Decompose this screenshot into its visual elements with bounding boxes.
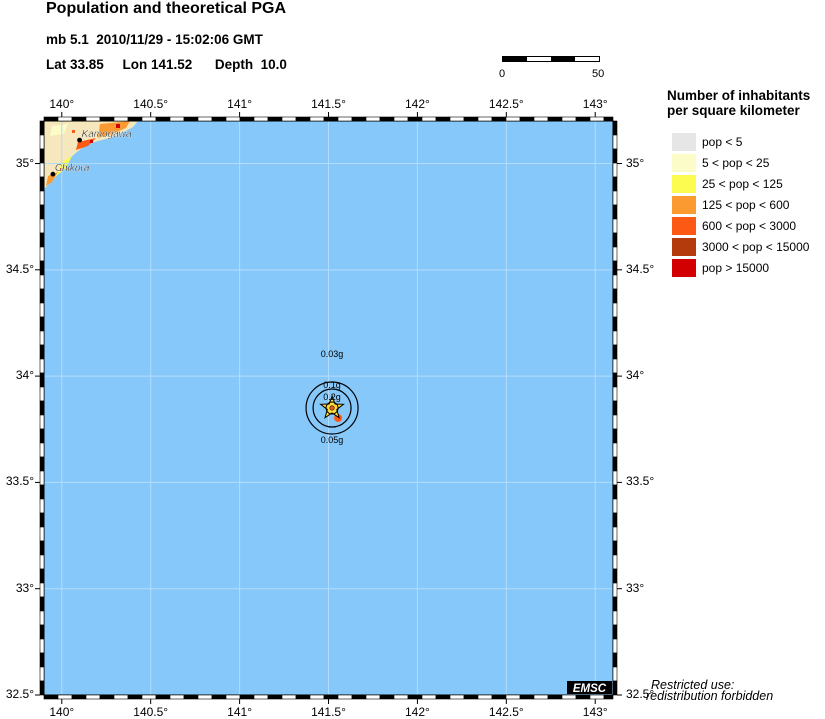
legend-label: 600 < pop < 3000 (702, 219, 797, 233)
lat-label-right: 35° (626, 155, 645, 170)
city-label: Chikura (55, 163, 90, 174)
lon-label-bottom: 143° (582, 705, 608, 719)
map-gridlines (44, 121, 613, 695)
pga-label-outer: 0.03g (321, 349, 344, 359)
legend-item: pop < 5 (672, 133, 825, 151)
scale-max-label: 50 (592, 68, 605, 80)
legend-swatch (672, 238, 696, 256)
epicenter-dot (329, 405, 335, 411)
lon-label-top: 140° (49, 97, 75, 111)
lon-label-bottom: 141.5° (311, 705, 346, 719)
lon-label-bottom: 140.5° (133, 705, 169, 719)
legend-item: 25 < pop < 125 (672, 175, 825, 193)
lat-label-right: 34° (626, 368, 645, 383)
lat-label-right: 33.5° (626, 474, 655, 489)
legend-swatch (672, 133, 696, 151)
emsc-badge-text: EMSC (573, 683, 607, 695)
lat-label-left: 33.5° (5, 474, 34, 489)
pga-contour-0-1g (312, 388, 352, 428)
event-location-depth: Lat 33.85 Lon 141.52 Depth 10.0 (46, 57, 287, 72)
lat-label-left: 33° (15, 580, 34, 595)
lat-label-left: 34.5° (5, 261, 34, 276)
legend-swatch (672, 217, 696, 235)
restricted-use-line1: Restricted use: (651, 678, 735, 692)
lon-label-top: 141.5° (311, 97, 346, 111)
legend-item: 125 < pop < 600 (672, 196, 825, 214)
legend-label: pop > 15000 (702, 261, 770, 275)
legend-swatch (672, 196, 696, 214)
legend-title-line1: Number of inhabitants (667, 88, 811, 103)
lat-label-right: 34.5° (626, 261, 655, 276)
boso-peninsula-land (44, 121, 138, 189)
lon-label-bottom: 141° (227, 705, 252, 719)
legend-label: 25 < pop < 125 (702, 177, 783, 191)
legend-item: pop > 15000 (672, 259, 825, 277)
map-frame (39, 116, 618, 700)
legend-swatch (672, 259, 696, 277)
lat-label-left: 34° (15, 368, 34, 383)
legend-title-line2: per square kilometer (667, 103, 800, 118)
pga-label-bottom: 0.05g (321, 435, 344, 445)
legend-swatch (672, 175, 696, 193)
legend-item: 600 < pop < 3000 (672, 217, 825, 235)
lon-label-top: 140.5° (133, 97, 169, 111)
lon-label-top: 142° (404, 97, 430, 111)
legend-item: 5 < pop < 25 (672, 154, 825, 172)
scale-min-label: 0 (499, 68, 506, 80)
lat-label-left: 35° (15, 155, 34, 170)
legend-label: pop < 5 (702, 135, 743, 149)
restricted-use-line2: redistribution forbidden (646, 689, 774, 703)
city-marker (50, 171, 56, 177)
lat-label-left: 32.5° (5, 687, 34, 701)
lon-label-top: 143° (582, 97, 608, 111)
pga-label-inner-mid: 0.2g (323, 392, 341, 402)
legend-label: 125 < pop < 600 (702, 198, 790, 212)
pga-label-inner-top: 0.1g (323, 380, 341, 390)
lon-label-bottom: 142° (404, 705, 430, 719)
legend-label: 3000 < pop < 15000 (702, 240, 810, 254)
event-magnitude-time: mb 5.1 2010/11/29 - 15:02:06 GMT (46, 32, 263, 47)
city-label: Kamogawa (82, 129, 132, 140)
city-marker (77, 137, 82, 143)
lon-label-top: 142.5° (488, 97, 524, 111)
legend-swatch (672, 154, 696, 172)
emsc-badge (567, 681, 612, 694)
lat-label-right: 32.5° (626, 687, 655, 701)
map-ticks: EMSC (35, 112, 622, 704)
pga-contours: 0.03g 0.1g 0.2g 0.05g (305, 349, 359, 445)
page-title: Population and theoretical PGA (46, 0, 287, 17)
lon-label-top: 141° (227, 97, 252, 111)
legend-title: Number of inhabitants per square kilomet… (667, 88, 810, 118)
lat-label-right: 33° (626, 580, 645, 595)
legend-label: 5 < pop < 25 (702, 156, 770, 170)
lon-label-bottom: 140° (49, 705, 75, 719)
lon-label-bottom: 142.5° (488, 705, 524, 719)
legend-item: 3000 < pop < 15000 (672, 238, 825, 256)
pga-contour-0-2g (325, 401, 339, 415)
pga-contour-0-05g (305, 381, 359, 435)
scale-bar (502, 56, 600, 62)
